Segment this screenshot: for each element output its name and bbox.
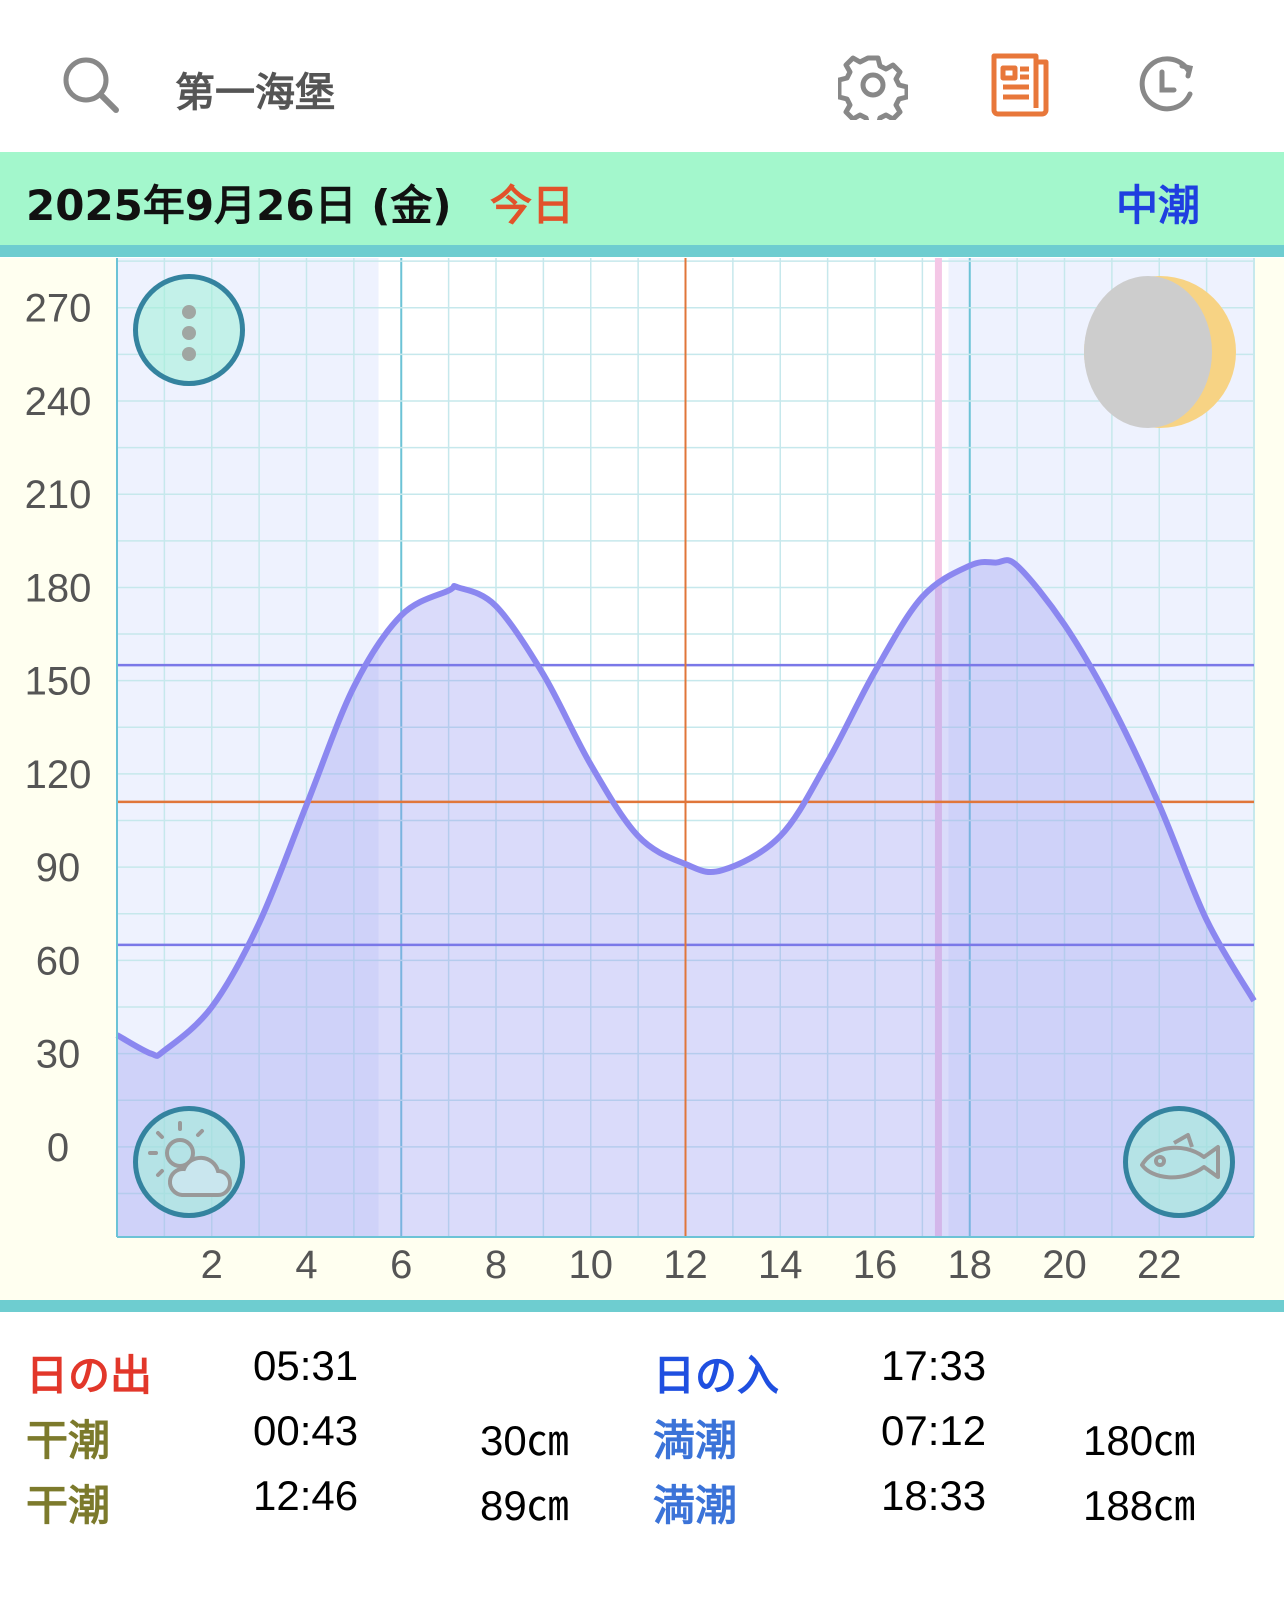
moon-waxing-crescent-icon: [1084, 276, 1236, 428]
y-tick-label: 90: [36, 846, 81, 890]
weather-icon: [148, 1121, 232, 1197]
tide-chart-svg: 270 240 210 180 150 120 90 60 30 0 2 4 6 8 10 12 14 16 18 2…: [25, 258, 1257, 1287]
high-tide-time: 07:12: [881, 1407, 987, 1454]
y-tick-label: 210: [25, 473, 92, 517]
night-shade-morning: [117, 258, 379, 1237]
y-tick-label: 120: [25, 753, 92, 797]
low-tide-time: 12:46: [253, 1472, 359, 1519]
high-tide-label: 満潮: [653, 1417, 738, 1464]
x-tick-label: 12: [663, 1243, 708, 1287]
menu-button[interactable]: [133, 274, 245, 386]
history-clock-icon[interactable]: [1132, 50, 1202, 120]
tide-chart[interactable]: 270 240 210 180 150 120 90 60 30 0 2 4 6 8 10 12 14 16 18 2…: [0, 258, 1284, 1300]
y-tick-label: 150: [25, 660, 92, 704]
sunrise-label: 日の出: [26, 1352, 153, 1399]
y-tick-label: 0: [47, 1126, 69, 1170]
divider: [0, 1300, 1284, 1312]
y-tick-label: 30: [36, 1033, 81, 1077]
low-tide-label: 干潮: [26, 1482, 111, 1529]
tide-name: 中潮: [1115, 181, 1200, 230]
x-tick-label: 2: [201, 1243, 223, 1287]
today-label: 今日: [490, 181, 575, 230]
high-tide-time: 18:33: [881, 1472, 987, 1519]
low-tide-height: 89㎝: [480, 1482, 569, 1529]
high-tide-height: 180㎝: [1083, 1417, 1196, 1464]
app-header: 第一海堡: [0, 0, 1284, 152]
y-tick-label: 270: [25, 287, 92, 331]
night-shade-evening: [948, 258, 1254, 1237]
tide-curve: [115, 557, 1257, 1059]
x-tick-label: 20: [1042, 1243, 1087, 1287]
fish-icon: [1140, 1133, 1220, 1180]
low-tide-label: 干潮: [26, 1417, 111, 1464]
x-tick-label: 6: [390, 1243, 412, 1287]
x-tick-label: 14: [758, 1243, 803, 1287]
y-tick-label: 180: [25, 566, 92, 610]
high-tide-label: 満潮: [653, 1482, 738, 1529]
search-icon[interactable]: [58, 50, 128, 120]
fish-button[interactable]: [1123, 1106, 1235, 1218]
x-tick-label: 18: [948, 1243, 993, 1287]
low-tide-time: 00:43: [253, 1407, 359, 1454]
x-tick-label: 4: [295, 1243, 317, 1287]
sunrise-time: 05:31: [253, 1342, 359, 1389]
x-tick-label: 16: [853, 1243, 898, 1287]
gear-icon[interactable]: [838, 50, 908, 120]
location-title[interactable]: 第一海堡: [175, 70, 335, 116]
date-label[interactable]: 2025年9月26日 (金): [26, 181, 452, 230]
x-tick-label: 22: [1137, 1243, 1182, 1287]
x-tick-label: 8: [485, 1243, 507, 1287]
divider: [0, 245, 1284, 257]
more-vertical-icon: [182, 305, 196, 361]
date-bar: [0, 152, 1284, 245]
y-tick-label: 60: [36, 939, 81, 983]
high-tide-height: 188㎝: [1083, 1482, 1196, 1529]
sunset-time: 17:33: [881, 1342, 987, 1389]
weather-button[interactable]: [133, 1106, 245, 1218]
newspaper-icon[interactable]: [986, 50, 1056, 120]
low-tide-height: 30㎝: [480, 1417, 569, 1464]
sunset-label: 日の入: [653, 1352, 780, 1399]
y-tick-label: 240: [25, 380, 92, 424]
x-tick-label: 10: [569, 1243, 614, 1287]
